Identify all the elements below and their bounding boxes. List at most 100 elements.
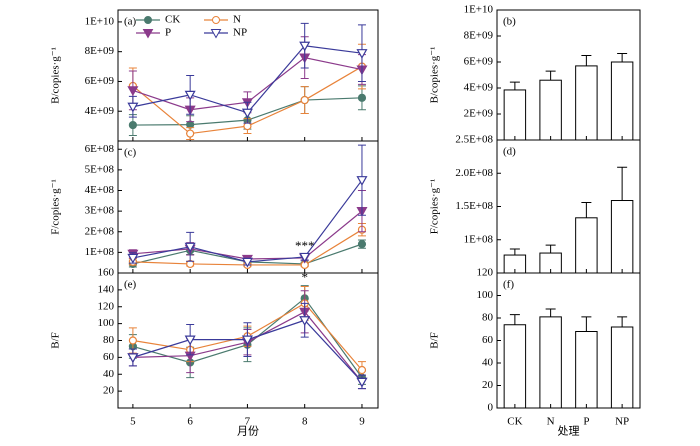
marker bbox=[127, 353, 139, 364]
y-tick-label: 80 bbox=[103, 334, 115, 346]
marker bbox=[299, 316, 311, 326]
annotation: * bbox=[301, 270, 308, 285]
marker bbox=[356, 176, 368, 186]
panel-label: (d) bbox=[503, 146, 516, 158]
y-tick-label: 5E+08 bbox=[85, 163, 115, 175]
y-tick-label: 8E+09 bbox=[464, 30, 494, 42]
bar bbox=[539, 316, 562, 409]
x-tick-label: NP bbox=[615, 416, 629, 428]
marker bbox=[241, 335, 253, 346]
y-tick-label: 4E+08 bbox=[85, 184, 115, 196]
bar bbox=[610, 326, 634, 409]
legend-label: CK bbox=[165, 14, 180, 26]
x-tick-label: 8 bbox=[302, 416, 308, 428]
x-tick-label: 9 bbox=[359, 416, 365, 428]
y-tick-label: 6E+09 bbox=[85, 75, 115, 87]
y-tick-label: 40 bbox=[103, 368, 115, 380]
marker bbox=[128, 120, 137, 130]
error-bar bbox=[617, 53, 628, 62]
x-tick-label: 6 bbox=[187, 416, 193, 428]
series-line bbox=[132, 179, 363, 263]
bar bbox=[575, 217, 598, 274]
y-tick-label: 60 bbox=[482, 334, 494, 346]
y-tick-label: 3E+08 bbox=[85, 205, 115, 217]
y-tick-label: 120 bbox=[477, 267, 494, 279]
x-axis-label: 月份 bbox=[237, 425, 259, 438]
bar bbox=[575, 65, 598, 141]
error-bar bbox=[509, 314, 520, 325]
marker bbox=[184, 90, 196, 101]
legend-marker bbox=[210, 29, 222, 39]
y-tick-label: 120 bbox=[98, 300, 115, 312]
panel-label: (c) bbox=[124, 147, 137, 159]
y-tick-label: 1E+10 bbox=[464, 4, 494, 16]
legend-label: NP bbox=[233, 27, 247, 39]
marker bbox=[127, 102, 139, 113]
y-tick-label: 40 bbox=[482, 357, 494, 369]
error-bar bbox=[509, 248, 520, 256]
panel-label: (a) bbox=[124, 16, 137, 28]
y-axis-label: F/copies·g⁻¹ bbox=[50, 179, 62, 235]
y-tick-label: 6E+09 bbox=[464, 56, 494, 68]
legend-marker bbox=[144, 16, 152, 24]
y-tick-label: 80 bbox=[482, 312, 494, 324]
y-axis-label: B/copies·g⁻¹ bbox=[429, 47, 441, 104]
annotation: *** bbox=[295, 238, 315, 253]
marker bbox=[243, 122, 252, 131]
marker bbox=[184, 242, 196, 253]
x-tick-label: 5 bbox=[130, 416, 136, 428]
y-tick-label: 1.5E+08 bbox=[455, 200, 493, 212]
legend-marker bbox=[142, 29, 154, 39]
marker bbox=[184, 335, 196, 346]
error-bar bbox=[545, 308, 556, 317]
y-axis-label: F/copies·g⁻¹ bbox=[429, 179, 441, 235]
error-bar bbox=[509, 81, 520, 90]
bar bbox=[610, 61, 634, 141]
error-bar bbox=[581, 316, 592, 332]
x-axis-label: 处理 bbox=[558, 425, 580, 438]
bar bbox=[610, 200, 634, 274]
marker bbox=[186, 120, 195, 129]
y-tick-label: 20 bbox=[482, 379, 494, 391]
panel-label: (b) bbox=[503, 16, 516, 28]
y-tick-label: 2.5E+08 bbox=[455, 134, 493, 146]
error-bar bbox=[545, 244, 556, 254]
y-tick-label: 2.0E+08 bbox=[455, 167, 493, 179]
marker bbox=[127, 86, 139, 97]
panel-label: (e) bbox=[124, 279, 137, 291]
error-bar bbox=[617, 166, 628, 201]
error-bar bbox=[581, 55, 592, 66]
error-bar bbox=[617, 316, 628, 327]
legend-label: N bbox=[233, 14, 241, 26]
error-bar bbox=[581, 202, 592, 218]
y-tick-label: 6E+08 bbox=[85, 143, 115, 155]
y-axis-label: B/F bbox=[50, 332, 62, 349]
marker bbox=[357, 93, 367, 102]
y-axis-label: B/copies·g⁻¹ bbox=[50, 47, 62, 104]
panel-label: (f) bbox=[503, 279, 514, 291]
y-tick-label: 1E+08 bbox=[85, 246, 115, 258]
y-tick-label: 0 bbox=[488, 402, 494, 414]
bar bbox=[575, 331, 598, 409]
marker bbox=[128, 336, 137, 345]
bar bbox=[503, 324, 527, 409]
y-tick-label: 4E+09 bbox=[464, 82, 494, 94]
y-tick-label: 2E+09 bbox=[464, 108, 494, 120]
y-tick-label: 8E+09 bbox=[85, 45, 115, 57]
y-tick-label: 2E+08 bbox=[85, 225, 115, 237]
y-tick-label: 100 bbox=[98, 317, 115, 329]
x-tick-label: 7 bbox=[245, 416, 251, 428]
y-tick-label: 60 bbox=[103, 351, 115, 363]
marker bbox=[357, 240, 367, 249]
bar bbox=[539, 79, 562, 141]
y-tick-label: 160 bbox=[98, 267, 115, 279]
y-tick-label: 4E+09 bbox=[85, 105, 115, 117]
marker bbox=[127, 253, 139, 264]
y-tick-label: 1E+10 bbox=[85, 15, 115, 27]
x-tick-label: P bbox=[583, 416, 589, 428]
y-tick-label: 20 bbox=[103, 385, 115, 397]
y-axis-label: B/F bbox=[429, 332, 441, 349]
y-tick-label: 140 bbox=[98, 283, 115, 295]
marker bbox=[241, 108, 253, 119]
